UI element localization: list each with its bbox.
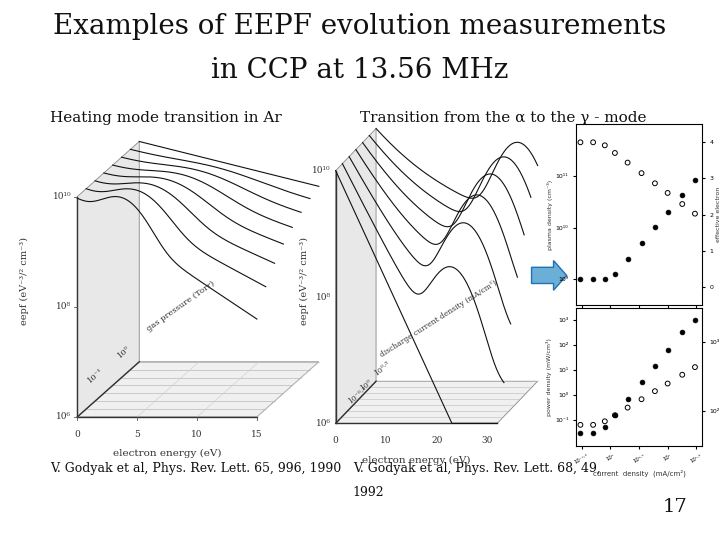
Point bbox=[636, 378, 647, 387]
Point bbox=[609, 269, 621, 278]
Point bbox=[689, 363, 701, 372]
Text: 10⁸: 10⁸ bbox=[56, 302, 71, 311]
Y-axis label: plasma density (cm⁻³): plasma density (cm⁻³) bbox=[546, 180, 553, 249]
Point bbox=[677, 370, 688, 379]
Point bbox=[622, 395, 634, 404]
Text: 10: 10 bbox=[192, 430, 203, 439]
Text: 5: 5 bbox=[134, 430, 140, 439]
Point bbox=[599, 275, 611, 284]
Text: Examples of EEPF evolution measurements: Examples of EEPF evolution measurements bbox=[53, 14, 667, 40]
Point bbox=[649, 179, 661, 187]
Text: electron energy (eV): electron energy (eV) bbox=[113, 449, 221, 458]
Point bbox=[575, 138, 586, 146]
Text: 15: 15 bbox=[251, 430, 263, 439]
Text: 10¹⁰: 10¹⁰ bbox=[312, 166, 331, 175]
Point bbox=[677, 328, 688, 337]
Point bbox=[662, 188, 673, 197]
Point bbox=[689, 210, 701, 218]
Point bbox=[622, 158, 634, 167]
Text: 17: 17 bbox=[663, 498, 688, 516]
Point bbox=[636, 238, 647, 247]
Text: 10⁻¹: 10⁻¹ bbox=[86, 367, 105, 384]
Text: 30: 30 bbox=[482, 436, 492, 446]
Text: V. Godyak et al, Phys. Rev. Lett. 68, 49,: V. Godyak et al, Phys. Rev. Lett. 68, 49… bbox=[353, 462, 600, 475]
Point bbox=[649, 387, 661, 395]
Point bbox=[609, 410, 621, 419]
Y-axis label: effective electron
temperature  (V): effective electron temperature (V) bbox=[716, 187, 720, 242]
Text: 10¹⁰: 10¹⁰ bbox=[53, 192, 71, 201]
Text: 10⁻⁰·⁵: 10⁻⁰·⁵ bbox=[346, 386, 369, 405]
Text: gas pressure (Torr): gas pressure (Torr) bbox=[145, 279, 216, 333]
Point bbox=[649, 222, 661, 231]
Text: Heating mode transition in Ar: Heating mode transition in Ar bbox=[50, 111, 282, 125]
Point bbox=[588, 429, 599, 437]
Text: 10⁶: 10⁶ bbox=[56, 413, 71, 421]
Point bbox=[662, 208, 673, 217]
Point bbox=[575, 429, 586, 437]
Polygon shape bbox=[77, 362, 319, 417]
Text: 0: 0 bbox=[74, 430, 80, 439]
Text: 1992: 1992 bbox=[353, 486, 384, 499]
Text: 20: 20 bbox=[431, 436, 442, 446]
Text: 10⁶: 10⁶ bbox=[316, 419, 331, 428]
Point bbox=[677, 191, 688, 199]
Point bbox=[599, 423, 611, 431]
Point bbox=[599, 417, 611, 426]
Text: eepf (eV⁻³/² cm⁻³): eepf (eV⁻³/² cm⁻³) bbox=[300, 237, 310, 325]
Text: discharge current density (mA/cm²): discharge current density (mA/cm²) bbox=[379, 279, 498, 359]
Text: 0: 0 bbox=[333, 436, 338, 446]
Point bbox=[689, 316, 701, 325]
Point bbox=[575, 421, 586, 429]
Point bbox=[609, 411, 621, 420]
Text: V. Godyak et al, Phys. Rev. Lett. 65, 996, 1990: V. Godyak et al, Phys. Rev. Lett. 65, 99… bbox=[50, 462, 342, 475]
Text: eepf (eV⁻³/² cm⁻³): eepf (eV⁻³/² cm⁻³) bbox=[20, 237, 30, 325]
Point bbox=[575, 275, 586, 284]
Point bbox=[636, 169, 647, 178]
Text: 10⁰: 10⁰ bbox=[359, 379, 374, 393]
Point bbox=[588, 138, 599, 146]
Point bbox=[662, 346, 673, 355]
Point bbox=[689, 176, 701, 184]
Text: electron energy (eV): electron energy (eV) bbox=[362, 456, 471, 465]
X-axis label: current  density  (mA/cm²): current density (mA/cm²) bbox=[593, 469, 685, 477]
Text: in CCP at 13.56 MHz: in CCP at 13.56 MHz bbox=[211, 57, 509, 84]
Point bbox=[649, 362, 661, 370]
Point bbox=[662, 379, 673, 388]
Polygon shape bbox=[77, 141, 139, 417]
Polygon shape bbox=[336, 381, 538, 423]
Point bbox=[622, 255, 634, 264]
Point bbox=[622, 403, 634, 412]
Point bbox=[609, 148, 621, 157]
Point bbox=[588, 421, 599, 429]
Y-axis label: power density (mW/cm³): power density (mW/cm³) bbox=[546, 338, 552, 416]
Text: 10⁰: 10⁰ bbox=[116, 345, 132, 360]
Point bbox=[599, 141, 611, 150]
FancyArrow shape bbox=[531, 260, 567, 291]
Point bbox=[677, 200, 688, 208]
Polygon shape bbox=[336, 129, 376, 423]
Text: 10⁸: 10⁸ bbox=[316, 293, 331, 301]
Point bbox=[588, 275, 599, 284]
Text: Transition from the α to the γ - mode: Transition from the α to the γ - mode bbox=[360, 111, 647, 125]
Point bbox=[636, 395, 647, 403]
Text: 10: 10 bbox=[380, 436, 392, 446]
Text: 10⁰·⁵: 10⁰·⁵ bbox=[372, 360, 392, 378]
